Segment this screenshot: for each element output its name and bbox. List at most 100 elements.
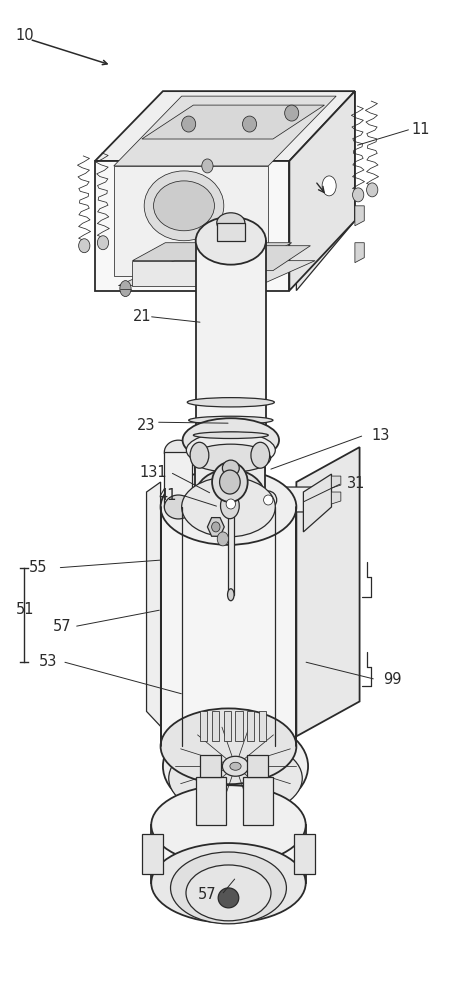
Polygon shape xyxy=(142,834,163,874)
Polygon shape xyxy=(355,243,364,263)
Ellipse shape xyxy=(164,440,193,464)
Ellipse shape xyxy=(218,888,239,908)
Ellipse shape xyxy=(151,843,306,923)
Text: 41: 41 xyxy=(158,488,177,503)
Ellipse shape xyxy=(79,239,90,253)
Polygon shape xyxy=(289,91,355,291)
Text: 57: 57 xyxy=(198,887,217,902)
Text: 55: 55 xyxy=(29,560,47,575)
Ellipse shape xyxy=(97,236,109,250)
Ellipse shape xyxy=(171,852,286,924)
Polygon shape xyxy=(294,834,315,874)
Polygon shape xyxy=(303,474,332,532)
Ellipse shape xyxy=(353,188,364,202)
Polygon shape xyxy=(132,243,292,261)
Polygon shape xyxy=(247,711,254,741)
Polygon shape xyxy=(259,711,266,741)
Polygon shape xyxy=(243,777,273,825)
Polygon shape xyxy=(355,206,364,226)
Polygon shape xyxy=(296,91,355,291)
Polygon shape xyxy=(212,711,219,741)
Text: 23: 23 xyxy=(137,418,156,433)
Ellipse shape xyxy=(264,495,273,505)
Ellipse shape xyxy=(202,159,213,173)
Ellipse shape xyxy=(182,477,275,537)
Ellipse shape xyxy=(144,171,224,241)
Ellipse shape xyxy=(196,217,266,265)
Ellipse shape xyxy=(322,176,336,196)
Text: 53: 53 xyxy=(39,654,57,669)
Ellipse shape xyxy=(240,254,250,264)
Polygon shape xyxy=(332,476,341,488)
Text: 10: 10 xyxy=(16,28,34,43)
Ellipse shape xyxy=(222,460,239,476)
Polygon shape xyxy=(132,261,259,286)
Polygon shape xyxy=(196,241,266,440)
Ellipse shape xyxy=(366,183,378,197)
Ellipse shape xyxy=(222,495,239,513)
Ellipse shape xyxy=(151,785,306,865)
Polygon shape xyxy=(114,96,336,166)
Ellipse shape xyxy=(183,418,279,462)
Polygon shape xyxy=(217,223,245,241)
Ellipse shape xyxy=(189,416,273,424)
Ellipse shape xyxy=(195,439,265,495)
Text: 131: 131 xyxy=(139,465,167,480)
Ellipse shape xyxy=(227,589,234,601)
Text: 51: 51 xyxy=(16,602,34,617)
Text: 13: 13 xyxy=(371,428,390,443)
Polygon shape xyxy=(221,246,310,271)
Polygon shape xyxy=(332,492,341,504)
Text: 31: 31 xyxy=(347,476,365,491)
Polygon shape xyxy=(95,161,289,291)
Ellipse shape xyxy=(195,469,265,525)
Polygon shape xyxy=(224,711,231,741)
Ellipse shape xyxy=(161,708,296,784)
Ellipse shape xyxy=(260,491,276,509)
Ellipse shape xyxy=(211,522,220,532)
Polygon shape xyxy=(227,475,234,595)
Polygon shape xyxy=(236,711,243,741)
Ellipse shape xyxy=(163,718,308,814)
Ellipse shape xyxy=(217,213,245,233)
Text: 99: 99 xyxy=(383,672,401,687)
Ellipse shape xyxy=(191,444,271,472)
Ellipse shape xyxy=(182,116,196,132)
Polygon shape xyxy=(196,487,332,512)
Ellipse shape xyxy=(226,499,236,509)
Ellipse shape xyxy=(154,181,214,231)
Ellipse shape xyxy=(190,442,209,468)
Ellipse shape xyxy=(164,495,193,519)
Polygon shape xyxy=(95,91,355,161)
Ellipse shape xyxy=(243,116,257,132)
Polygon shape xyxy=(200,755,221,777)
Polygon shape xyxy=(195,467,265,497)
Polygon shape xyxy=(196,777,226,825)
Ellipse shape xyxy=(161,469,296,545)
Ellipse shape xyxy=(187,398,275,407)
Polygon shape xyxy=(146,482,161,726)
Polygon shape xyxy=(151,825,306,883)
Text: 21: 21 xyxy=(132,309,151,324)
Polygon shape xyxy=(114,166,268,276)
Ellipse shape xyxy=(194,432,268,439)
Ellipse shape xyxy=(251,442,270,468)
Ellipse shape xyxy=(220,493,239,519)
Ellipse shape xyxy=(212,462,248,502)
Polygon shape xyxy=(207,518,224,536)
Ellipse shape xyxy=(222,756,249,776)
Text: 11: 11 xyxy=(411,122,430,137)
Polygon shape xyxy=(296,447,359,736)
Polygon shape xyxy=(118,261,315,286)
Ellipse shape xyxy=(230,267,241,283)
Polygon shape xyxy=(164,452,193,507)
Ellipse shape xyxy=(230,762,241,770)
Text: 57: 57 xyxy=(53,619,72,634)
Polygon shape xyxy=(247,755,268,777)
Ellipse shape xyxy=(187,432,275,468)
Ellipse shape xyxy=(284,105,299,121)
Polygon shape xyxy=(200,711,207,741)
Ellipse shape xyxy=(217,532,228,546)
Ellipse shape xyxy=(120,281,131,297)
Polygon shape xyxy=(161,507,296,746)
